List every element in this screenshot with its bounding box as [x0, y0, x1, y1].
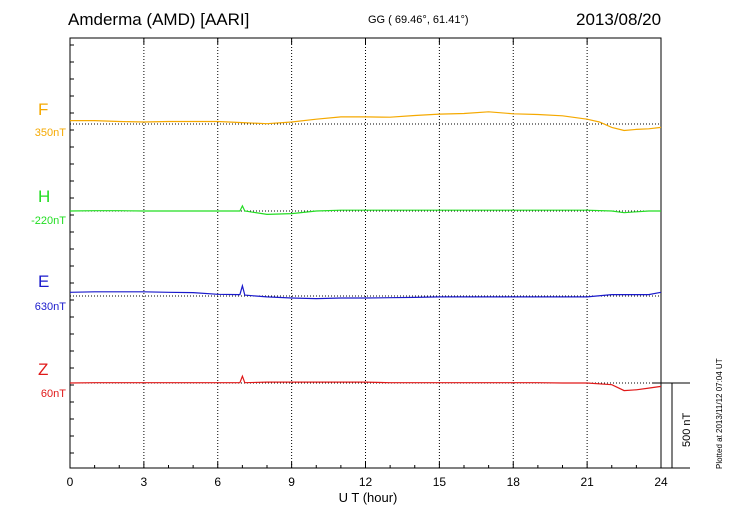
x-tick-label: 24 — [654, 475, 668, 489]
series-line-E — [69, 283, 662, 300]
series-line-Z — [69, 374, 662, 392]
plotted-note: Plotted at 2013/11/12 07:04 UT — [715, 358, 724, 469]
series-line-F — [70, 111, 662, 132]
station-title: Amderma (AMD) [AARI] — [68, 10, 250, 29]
date-label: 2013/08/20 — [576, 10, 662, 29]
station-coordinates: GG ( 69.46°, 61.41°) — [368, 14, 469, 26]
x-tick-label: 15 — [433, 475, 447, 489]
x-tick-label: 3 — [141, 475, 148, 489]
plot-frame — [69, 37, 662, 469]
x-tick-label: 6 — [214, 475, 221, 489]
series-layer — [69, 111, 662, 392]
x-tick-label: 0 — [67, 475, 74, 489]
component-label-E: E — [38, 272, 50, 291]
series-line-H — [69, 204, 661, 216]
component-label-H: H — [38, 187, 51, 206]
x-axis-label: U T (hour) — [339, 490, 398, 505]
component-baseline-Z: 60nT — [40, 388, 66, 400]
x-tick-label: 9 — [288, 475, 295, 489]
axis-layer: 0 3 6 9 12 15 18 21 24 — [67, 38, 668, 489]
scale-bar-label: 500 nT — [681, 412, 693, 447]
component-baseline-E: 630nT — [34, 301, 66, 313]
component-label-Z: Z — [38, 360, 49, 379]
x-tick-label: 12 — [359, 475, 373, 489]
scale-bar — [652, 382, 690, 469]
component-baseline-H: -220nT — [31, 215, 66, 227]
x-tick-label: 21 — [580, 475, 594, 489]
component-baseline-F: 350nT — [34, 127, 66, 139]
component-label-F: F — [38, 100, 49, 119]
x-tick-label: 18 — [507, 475, 521, 489]
grid-layer — [143, 38, 588, 468]
